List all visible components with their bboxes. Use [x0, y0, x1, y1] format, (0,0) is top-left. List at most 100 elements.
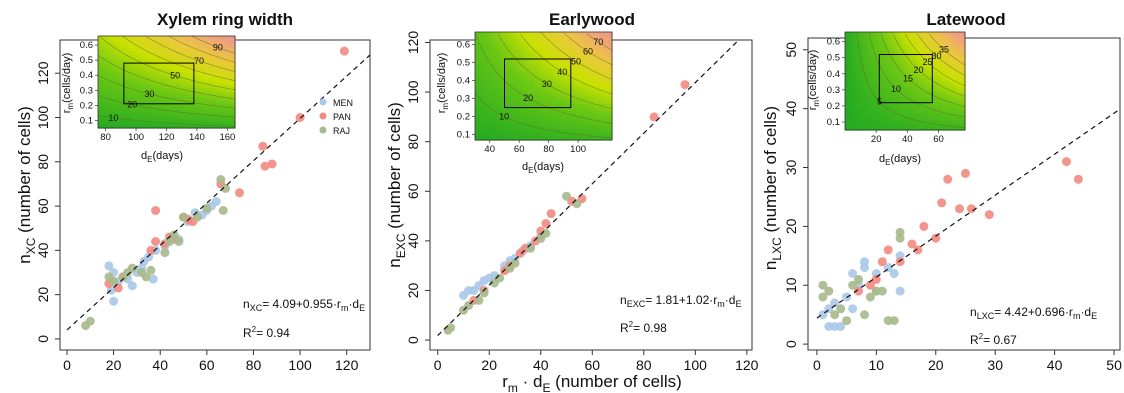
heatmap-cell	[845, 84, 849, 89]
heatmap-cell	[945, 38, 950, 43]
heatmap-cell	[962, 58, 966, 62]
heatmap-cell	[602, 96, 607, 101]
heatmap-cell	[518, 35, 523, 40]
heatmap-cell	[166, 82, 171, 86]
heatmap-cell	[521, 39, 526, 44]
heatmap-cell	[129, 121, 133, 126]
heatmap-cell	[593, 96, 598, 101]
heatmap-cell	[481, 132, 485, 137]
heatmap-cell	[894, 103, 898, 108]
heatmap-cell	[116, 39, 121, 43]
heatmap-cell	[194, 69, 199, 74]
heatmap-cell	[487, 96, 492, 101]
heatmap-cell	[487, 42, 492, 47]
point-pan	[865, 280, 875, 290]
heatmap-cell	[951, 126, 955, 131]
heatmap-cell	[216, 63, 221, 68]
heatmap-cell	[565, 104, 570, 109]
heatmap-cell	[509, 50, 513, 55]
heatmap-cell	[487, 75, 492, 80]
heatmap-cell	[921, 64, 925, 69]
heatmap-cell	[182, 100, 186, 105]
heatmap-cell	[527, 93, 532, 98]
heatmap-cell	[515, 89, 520, 94]
heatmap-cell	[593, 136, 598, 141]
heatmap-cell	[864, 84, 868, 89]
heatmap-cell	[132, 48, 136, 52]
heatmap-cell	[484, 104, 489, 109]
heatmap-cell	[937, 45, 942, 49]
heatmap-cell	[518, 71, 523, 76]
heatmap-cell	[948, 84, 952, 89]
heatmap-cell	[861, 87, 865, 92]
heatmap-cell	[531, 93, 535, 98]
heatmap-cell	[518, 78, 523, 83]
heatmap-cell	[206, 45, 211, 49]
heatmap-cell	[216, 69, 221, 74]
heatmap-cell	[203, 51, 208, 55]
heatmap-cell	[119, 94, 124, 98]
heatmap-cell	[608, 42, 613, 47]
heatmap-cell	[496, 122, 501, 127]
heatmap-cell	[166, 118, 171, 123]
heatmap-cell	[565, 125, 570, 130]
heatmap-cell	[540, 86, 545, 91]
heatmap-cell	[116, 63, 121, 68]
heatmap-cell	[185, 42, 189, 46]
heatmap-cell	[150, 72, 155, 77]
heatmap-cell	[107, 109, 112, 114]
x-tick-label: 0	[434, 357, 442, 373]
heatmap-cell	[206, 106, 211, 111]
heatmap-cell	[599, 75, 604, 80]
heatmap-cell	[509, 75, 513, 80]
heatmap-cell	[959, 120, 963, 125]
heatmap-cell	[866, 97, 871, 102]
heatmap-cell	[154, 39, 158, 43]
heatmap-cell	[891, 41, 895, 46]
heatmap-cell	[571, 100, 576, 105]
heatmap-cell	[605, 46, 610, 51]
heatmap-cell	[512, 118, 517, 123]
heatmap-cell	[222, 115, 227, 120]
heatmap-cell	[549, 118, 554, 123]
heatmap-cell	[872, 71, 876, 76]
heatmap-cell	[587, 129, 591, 134]
heatmap-cell	[596, 118, 601, 123]
heatmap-cell	[203, 112, 208, 117]
heatmap-cell	[116, 124, 121, 129]
heatmap-cell	[907, 32, 912, 36]
heatmap-cell	[915, 87, 920, 92]
heatmap-cell	[484, 89, 489, 94]
heatmap-cell	[869, 48, 873, 53]
heatmap-cell	[549, 96, 554, 101]
heatmap-cell	[565, 114, 570, 119]
heatmap-cell	[910, 54, 914, 59]
heatmap-cell	[194, 66, 199, 71]
heatmap-cell	[869, 87, 873, 92]
heatmap-cell	[605, 64, 610, 69]
heatmap-cell	[200, 94, 205, 98]
heatmap-cell	[888, 67, 892, 72]
heatmap-cell	[891, 103, 895, 108]
heatmap-cell	[587, 39, 591, 44]
heatmap-cell	[590, 32, 594, 37]
heatmap-cell	[875, 41, 879, 46]
heatmap-cell	[524, 46, 529, 51]
heatmap-cell	[527, 111, 532, 116]
heatmap-cell	[935, 107, 939, 111]
heatmap-cell	[178, 51, 183, 55]
heatmap-cell	[605, 93, 610, 98]
heatmap-cell	[894, 90, 898, 95]
heatmap-cell	[599, 93, 604, 98]
heatmap-cell	[565, 89, 570, 94]
heatmap-cell	[845, 71, 849, 76]
heatmap-cell	[228, 60, 233, 65]
heatmap-cell	[596, 132, 601, 137]
heatmap-cell	[866, 100, 871, 105]
heatmap-cell	[571, 111, 576, 116]
heatmap-cell	[847, 58, 852, 62]
heatmap-cell	[943, 84, 947, 89]
heatmap-cell	[905, 77, 909, 82]
heatmap-cell	[907, 64, 912, 69]
